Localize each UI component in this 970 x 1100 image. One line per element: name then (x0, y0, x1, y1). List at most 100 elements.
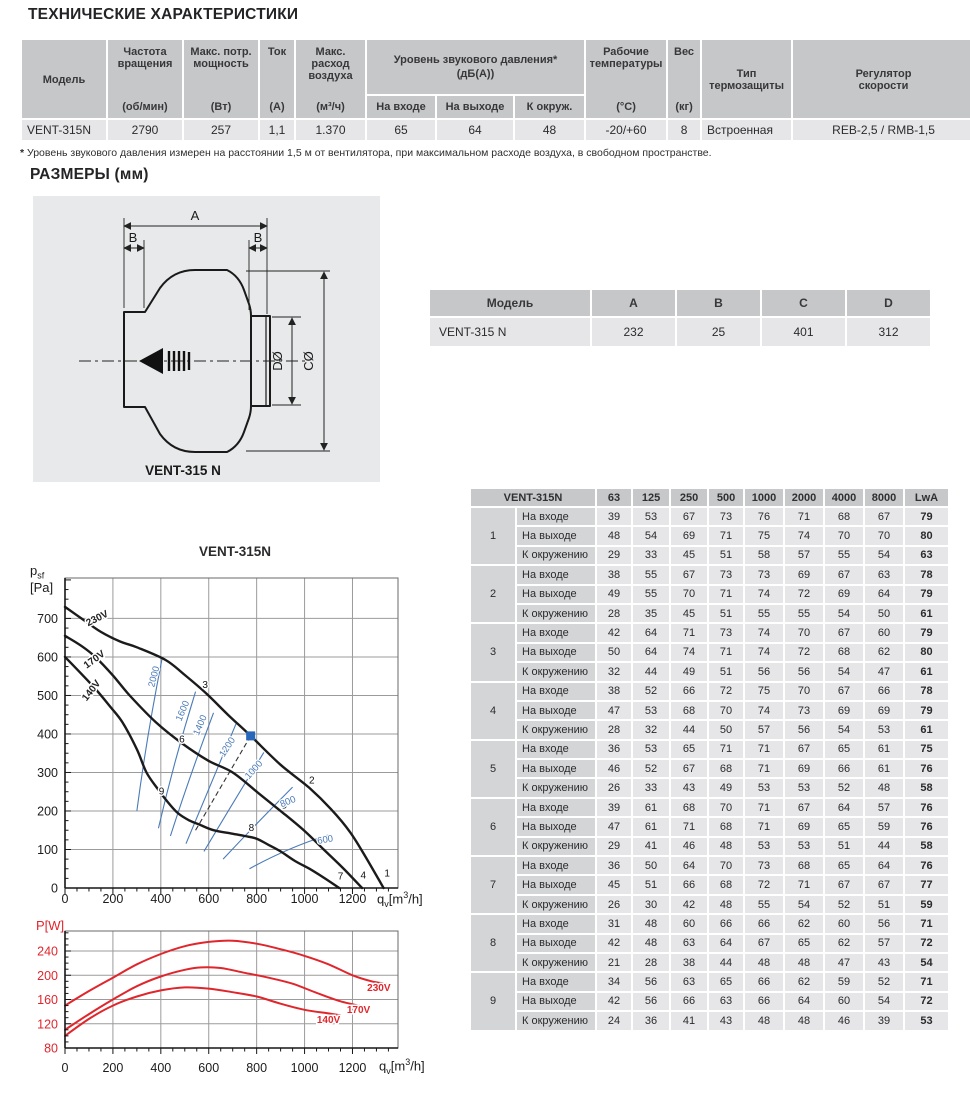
value-cell: 58 (745, 546, 784, 565)
column-header: A (592, 290, 675, 316)
value-cell: 54 (825, 604, 864, 623)
value-cell: 38 (671, 953, 708, 972)
spec-header-power: Макс. потр. мощность (Вт) (184, 40, 258, 118)
sound-table: VENT-315N 63 125 250 500 1000 2000 4000 8000 LwA … (469, 487, 950, 1032)
row-label-cell: К окружению (517, 604, 596, 623)
value-cell: 65 (825, 818, 864, 836)
value-cell: 66 (709, 915, 744, 933)
value-cell: 42 (597, 992, 632, 1011)
value-cell: 64 (865, 857, 904, 875)
value-cell: 48 (709, 837, 744, 856)
lwa-cell: 72 (905, 934, 949, 952)
spec-power: 257 (184, 120, 258, 140)
spec-table: Модель Частота вращения (об/мин) Макс. по… (20, 38, 970, 142)
rpm-curve (157, 691, 197, 829)
spec-header-regulator: Регулятор скорости (793, 40, 970, 118)
value-cell: 55 (633, 585, 670, 603)
spec-header-sound-amb: К окруж. (515, 96, 585, 118)
value-cell: 30 (633, 895, 670, 914)
rpm-curve (185, 722, 237, 844)
rpm-curve (169, 712, 215, 837)
value-cell: 51 (865, 895, 904, 914)
header-label: Уровень звукового давления* (393, 54, 558, 66)
value-cell: 36 (633, 1012, 670, 1030)
row-label-cell: К окружению (517, 1012, 596, 1030)
value-cell: 69 (671, 527, 708, 545)
value-cell: 67 (671, 760, 708, 778)
lwa-cell: 76 (905, 760, 949, 778)
value-cell: 68 (785, 857, 824, 875)
lwa-cell: 58 (905, 837, 949, 856)
curve-230V (63, 605, 385, 890)
axis-label-part: [m (390, 1058, 406, 1074)
value-cell: 55 (825, 546, 864, 565)
lwa-cell: 80 (905, 643, 949, 662)
value-cell: 33 (633, 779, 670, 797)
flow-axis-label: qv[m3/h] (377, 890, 423, 909)
point-label: 3 (202, 680, 208, 691)
row-label-cell: К окружению (517, 663, 596, 681)
value-cell: 55 (745, 895, 784, 914)
value-cell: 67 (745, 934, 784, 952)
table-header-row: VENT-315N 63 125 250 500 1000 2000 4000 8000 LwA (471, 489, 949, 506)
value-cell: 66 (671, 876, 708, 894)
point-label: 8 (249, 823, 255, 834)
curve-170V (64, 966, 366, 1031)
row-label-cell: К окружению (517, 546, 596, 565)
lwa-cell: 72 (905, 992, 949, 1011)
drawing-caption: VENT-315 N (145, 463, 221, 478)
value-cell: 67 (825, 566, 864, 584)
value-cell: 72 (785, 643, 824, 662)
column-header: B (677, 290, 760, 316)
value-cell: 67 (671, 508, 708, 526)
value-cell: 73 (709, 566, 744, 584)
value-cell: 61 (865, 740, 904, 759)
value-cell: 39 (597, 508, 632, 526)
row-label-cell: На входе (517, 973, 596, 991)
value-cell: 56 (745, 663, 784, 681)
value-cell: 67 (785, 740, 824, 759)
value-cell: 41 (671, 1012, 708, 1030)
frequency-header: 2000 (785, 489, 824, 506)
value-cell: 49 (597, 585, 632, 603)
value-cell: 70 (825, 527, 864, 545)
lwa-cell: 61 (905, 663, 949, 681)
value-cell: 28 (633, 953, 670, 972)
pressure-axis-label: psf [Pa] (30, 563, 53, 596)
value-cell: 60 (825, 915, 864, 933)
row-label-cell: На входе (517, 624, 596, 642)
y-tick-label: 80 (44, 1042, 58, 1056)
airflow-arrow-icon (139, 348, 163, 374)
y-tick-label: 200 (37, 969, 58, 983)
row-label-cell: К окружению (517, 895, 596, 914)
value-cell: 71 (709, 740, 744, 759)
x-tick-label: 400 (150, 1061, 171, 1075)
header-unit: (Вт) (210, 101, 232, 113)
value-cell: 50 (597, 643, 632, 662)
value-cell: 43 (865, 953, 904, 972)
header-unit: (м³/ч) (316, 101, 345, 113)
lwa-cell: 79 (905, 585, 949, 603)
lwa-cell: 54 (905, 953, 949, 972)
lwa-cell: 76 (905, 857, 949, 875)
value-cell: 38 (597, 566, 632, 584)
value-cell: 29 (597, 837, 632, 856)
value-cell: 55 (745, 604, 784, 623)
value-cell: 43 (709, 1012, 744, 1030)
group-number-cell: 4 (471, 682, 515, 739)
y-tick-label: 400 (37, 727, 58, 741)
x-tick-label: 800 (246, 892, 267, 906)
value-cell: 64 (825, 798, 864, 817)
curve-170V (63, 634, 364, 890)
y-tick-label: 700 (37, 612, 58, 626)
value-cell: 54 (825, 721, 864, 739)
value-cell: 72 (785, 585, 824, 603)
row-label-cell: На выходе (517, 934, 596, 952)
value-cell: 50 (865, 604, 904, 623)
row-label-cell: На выходе (517, 818, 596, 836)
value-cell: 64 (633, 624, 670, 642)
x-tick-label: 0 (62, 892, 69, 906)
value-cell: 66 (671, 992, 708, 1011)
value-cell: 51 (709, 663, 744, 681)
table-row: 8 На входе 31 48 60 66 66 62 60 56 71 (471, 915, 949, 972)
